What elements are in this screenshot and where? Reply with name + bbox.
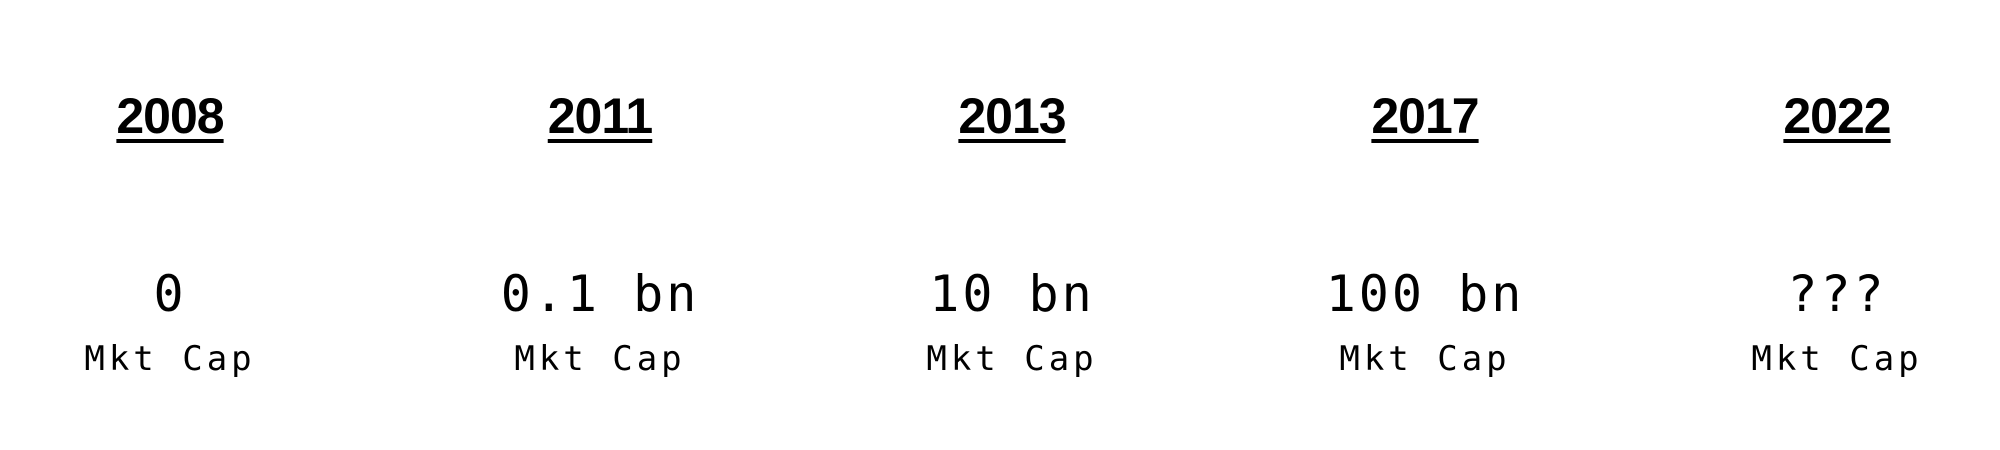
market-cap-label: Mkt Cap bbox=[1751, 339, 1923, 379]
year-heading: 2022 bbox=[1783, 88, 1891, 144]
timeline-entry-2008: 2008 0 Mkt Cap bbox=[0, 0, 370, 450]
year-heading: 2013 bbox=[958, 88, 1066, 144]
market-cap-value: ??? bbox=[1787, 265, 1887, 323]
market-cap-label: Mkt Cap bbox=[1339, 339, 1511, 379]
timeline-entry-2022: 2022 ??? Mkt Cap bbox=[1637, 0, 2000, 450]
market-cap-label: Mkt Cap bbox=[84, 339, 256, 379]
market-cap-value: 10 bn bbox=[929, 265, 1095, 323]
market-cap-value: 0.1 bn bbox=[500, 265, 700, 323]
market-cap-value: 100 bn bbox=[1325, 265, 1525, 323]
year-heading: 2011 bbox=[547, 88, 653, 144]
timeline-entry-2011: 2011 0.1 bn Mkt Cap bbox=[400, 0, 800, 450]
timeline-entry-2017: 2017 100 bn Mkt Cap bbox=[1225, 0, 1625, 450]
timeline-entry-2013: 2013 10 bn Mkt Cap bbox=[812, 0, 1212, 450]
market-cap-label: Mkt Cap bbox=[514, 339, 686, 379]
market-cap-value: 0 bbox=[153, 265, 187, 323]
year-heading: 2008 bbox=[116, 88, 224, 144]
market-cap-label: Mkt Cap bbox=[926, 339, 1098, 379]
year-heading: 2017 bbox=[1371, 88, 1479, 144]
